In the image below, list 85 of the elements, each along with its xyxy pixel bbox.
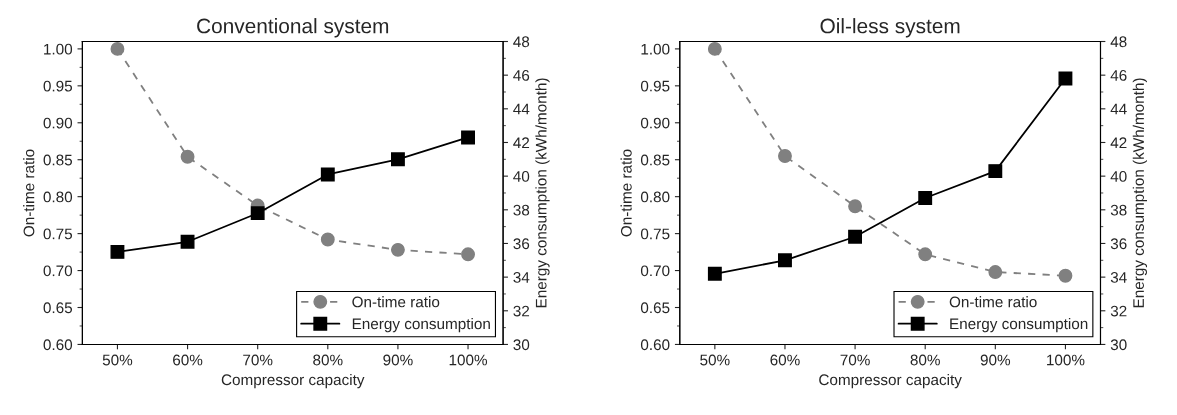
chart-title: Oil-less system [820,18,960,38]
y-tick-label: 0.75 [43,228,73,240]
y2-tick-label: 36 [1110,238,1127,250]
y-tick-label: 0.65 [43,302,73,314]
y-axis-title: On-time ratio [23,149,35,237]
point [707,41,722,56]
y-tick-label: 0.95 [640,80,670,92]
y2-tick-label: 46 [513,70,530,81]
x-tick-label: 80% [910,354,940,366]
y-tick-label: 0.95 [43,80,73,92]
point [918,247,933,262]
point [110,244,125,259]
point [1058,268,1073,283]
y2-tick-label: 42 [513,137,530,149]
point [390,242,405,257]
y2-tick-label: 48 [513,36,530,48]
y2-tick-label: 38 [513,204,530,216]
point [988,164,1003,179]
y2-tick-label: 40 [1110,171,1127,182]
y2-tick-label: 34 [1110,272,1127,283]
point [918,191,933,205]
y-tick-label: 0.85 [640,154,670,166]
y2-tick-label: 42 [1110,137,1127,149]
y-tick-label: 0.70 [43,265,73,277]
y2-tick-label: 30 [1110,339,1127,351]
y2-tick-label: 38 [1110,204,1127,216]
y2-tick-label: 32 [1110,305,1127,317]
point [320,232,335,247]
point [1058,71,1073,86]
y2-axis-title: Energy consumption (kWh/month) [535,78,550,308]
y-tick-label: 0.70 [640,265,670,277]
x-tick-label: 90% [383,354,413,366]
point [778,149,792,163]
x-tick-label: 80% [313,354,343,366]
x-tick-label: 60% [770,354,800,366]
y-tick-label: 0.80 [43,191,73,203]
point [180,149,195,164]
y-tick-label: 1.00 [641,43,670,55]
y-axis-title: On-time ratio [620,149,632,237]
point [320,167,335,182]
y-tick-label: 0.65 [640,302,670,314]
x-axis-title: Compressor capacity [221,373,365,389]
y-tick-label: 0.85 [43,154,73,166]
point [988,265,1003,279]
y-tick-label: 0.90 [43,117,73,129]
y2-tick-label: 30 [513,339,530,351]
y-tick-label: 0.80 [640,191,670,203]
x-axis-title: Compressor capacity [819,373,962,389]
y-tick-label: 1.00 [44,43,73,55]
y-tick-label: 0.90 [640,117,670,129]
point [461,130,475,145]
x-tick-label: 100% [449,354,488,366]
x-tick-label: 70% [243,354,273,366]
legend-label: On-time ratio [352,296,440,308]
y-tick-label: 0.60 [43,339,73,351]
point [390,152,405,167]
point [461,247,475,262]
legend-label: Energy consumption [352,317,490,333]
y2-tick-label: 46 [1110,70,1127,81]
point [848,199,863,214]
y2-tick-label: 44 [513,103,530,115]
y2-axis-title: Energy consumption (kWh/month) [1132,78,1148,308]
point [848,229,863,244]
y2-tick-label: 48 [1110,36,1127,48]
y2-tick-label: 32 [513,305,530,317]
y2-tick-label: 34 [513,272,530,283]
y2-tick-label: 36 [513,238,530,250]
point [250,206,265,221]
x-tick-label: 100% [1047,354,1085,366]
y-tick-label: 0.75 [640,228,670,240]
x-tick-label: 60% [173,354,203,366]
point [707,266,722,281]
chart-title: Conventional system [197,18,389,38]
x-tick-label: 90% [980,354,1011,366]
x-tick-label: 50% [102,354,133,366]
point [180,234,195,249]
point [778,253,792,268]
y-tick-label: 0.60 [640,339,670,351]
x-tick-label: 50% [700,354,730,366]
y2-tick-label: 44 [1110,103,1127,115]
y2-tick-label: 40 [513,171,530,182]
point [110,41,125,56]
legend-label: On-time ratio [949,296,1037,308]
legend-label: Energy consumption [950,317,1088,333]
x-tick-label: 70% [840,354,870,366]
